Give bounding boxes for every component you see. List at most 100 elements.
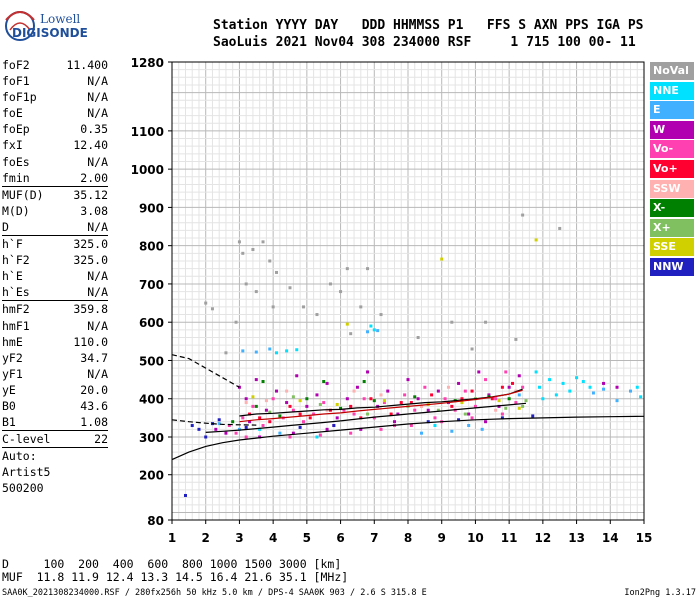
- data-point-w: [386, 389, 390, 393]
- data-point-vo: [261, 424, 265, 428]
- param-row-b0: B0 43.6: [2, 398, 108, 414]
- param-label: C-level: [2, 432, 51, 447]
- param-label: hmF2: [2, 302, 30, 317]
- data-point-e: [480, 427, 484, 431]
- panel-divider: [2, 430, 108, 432]
- param-row-hme: hmE 110.0: [2, 334, 108, 350]
- curve-dashed-lower: [171, 419, 257, 426]
- data-point-vo: [494, 397, 498, 401]
- data-point-noval: [416, 336, 420, 340]
- data-point-w: [345, 397, 349, 401]
- data-point-nnw: [217, 418, 221, 422]
- data-point-noval: [288, 286, 292, 290]
- param-row-ye: yE 20.0: [2, 382, 108, 398]
- param-value: N/A: [87, 318, 108, 333]
- data-point-w: [335, 416, 339, 420]
- param-row-fof1: foF1 N/A: [2, 73, 108, 89]
- data-point-vo: [312, 412, 316, 416]
- param-row-hmf2: hmF2 359.8: [2, 301, 108, 317]
- legend-item-vo: Vo+: [650, 159, 694, 178]
- data-point-w: [244, 397, 248, 401]
- param-row-hes: h`Es N/A: [2, 284, 108, 300]
- param-value: 43.6: [80, 398, 108, 413]
- param-row-mufd: MUF(D) 35.12: [2, 187, 108, 203]
- data-point-x: [524, 399, 528, 403]
- logo-text-digisonde: DIGISONDE: [12, 26, 88, 40]
- data-point-x: [339, 406, 343, 410]
- data-point-nne: [575, 376, 579, 380]
- param-label: hmF1: [2, 318, 30, 333]
- data-point-vo: [443, 397, 447, 401]
- y-tick-label: 400: [139, 393, 164, 407]
- legend-item-x: X+: [650, 218, 694, 237]
- data-point-vo: [241, 416, 245, 420]
- data-point-vo: [359, 416, 363, 420]
- data-point-sse: [251, 395, 255, 399]
- x-tick-label: 15: [636, 531, 653, 545]
- param-label: foF1p: [2, 90, 37, 105]
- data-point-noval: [301, 305, 305, 309]
- param-value: 22: [94, 432, 108, 447]
- data-point-vo: [511, 381, 515, 385]
- data-point-nne: [581, 380, 585, 384]
- data-point-ssw: [419, 404, 423, 408]
- param-value: 11.400: [66, 58, 108, 72]
- data-point-vo: [473, 404, 477, 408]
- data-point-noval: [268, 259, 272, 263]
- data-point-vo: [362, 397, 366, 401]
- y-tick-label: 1000: [131, 163, 164, 177]
- data-point-e: [450, 429, 454, 433]
- data-point-nne: [315, 435, 319, 439]
- param-value: 0.35: [80, 122, 108, 137]
- data-point-nnw: [190, 424, 194, 428]
- data-point-vo: [301, 420, 305, 424]
- data-point-w: [426, 408, 430, 412]
- data-point-sse: [517, 406, 521, 410]
- panel-divider: [2, 447, 108, 449]
- data-point-vo: [521, 385, 525, 389]
- data-point-w: [484, 420, 488, 424]
- data-point-w: [517, 374, 521, 378]
- data-point-nne: [295, 348, 299, 352]
- data-point-w: [254, 378, 258, 382]
- data-point-vo: [268, 420, 272, 424]
- legend-item-e: E: [650, 101, 694, 120]
- param-value: 1.08: [80, 415, 108, 430]
- data-point-w: [615, 385, 619, 389]
- data-point-w: [285, 401, 289, 405]
- param-label: fxI: [2, 138, 23, 153]
- data-point-nne: [258, 427, 262, 431]
- data-point-vo: [470, 389, 474, 393]
- param-row-foe: foE N/A: [2, 105, 108, 121]
- param-label: foF2: [2, 58, 30, 72]
- param-label: foE: [2, 106, 23, 121]
- data-point-e: [366, 330, 370, 334]
- param-label: M(D): [2, 203, 30, 218]
- data-point-x: [278, 414, 282, 418]
- param-row-fof2: foF2 11.400: [2, 57, 108, 73]
- data-point-nne: [433, 424, 437, 428]
- data-point-w: [467, 412, 471, 416]
- data-point-nne: [635, 385, 639, 389]
- param-row-md: M(D) 3.08: [2, 203, 108, 219]
- data-point-x: [362, 380, 366, 384]
- data-point-w: [237, 385, 241, 389]
- param-label: foEp: [2, 122, 30, 137]
- data-point-w: [291, 431, 295, 435]
- data-point-vo: [271, 397, 275, 401]
- curve-dashed-upper: [171, 354, 240, 388]
- data-point-vo: [389, 412, 393, 416]
- logo-graphic: [5, 11, 35, 41]
- param-label: MUF(D): [2, 187, 44, 202]
- param-label: yF1: [2, 366, 23, 381]
- data-point-nne: [639, 395, 643, 399]
- panel-divider: [2, 300, 108, 302]
- data-point-e: [602, 387, 606, 391]
- data-point-vo: [403, 393, 407, 397]
- data-point-vo: [369, 397, 373, 401]
- data-point-nne: [561, 381, 565, 385]
- param-value: 325.0: [73, 237, 108, 252]
- data-point-x: [261, 380, 265, 384]
- data-point-sse: [345, 322, 349, 326]
- param-value: 3.08: [80, 203, 108, 218]
